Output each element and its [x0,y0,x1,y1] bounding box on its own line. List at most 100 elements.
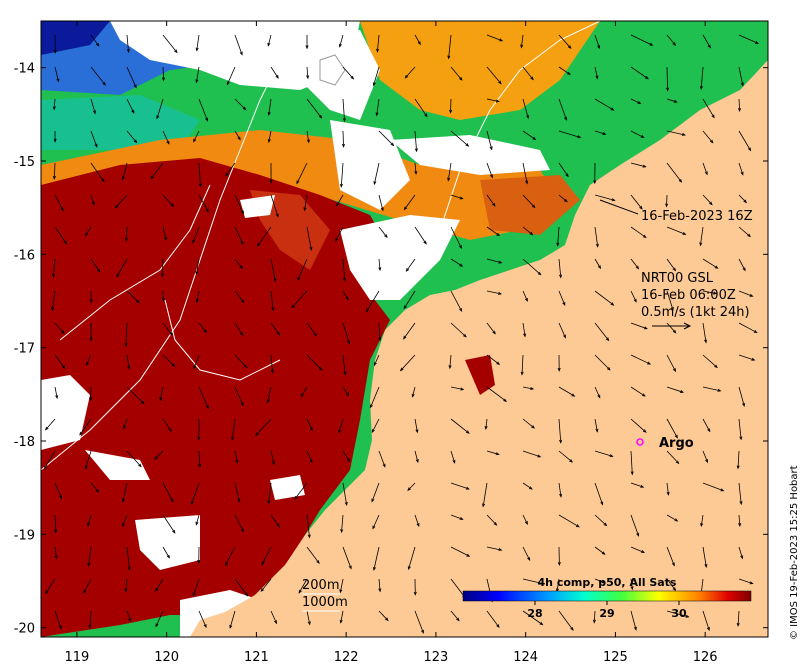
current-vector [736,450,740,470]
current-vector [195,34,200,52]
current-vector [44,418,56,431]
current-vector [486,98,500,103]
lat-tick-label: -19 [14,528,35,543]
current-vector [234,322,244,337]
current-vector [121,482,128,503]
current-vector [306,514,311,539]
current-vector [702,546,708,569]
current-vector [225,162,236,177]
current-vector [54,66,60,83]
current-vector [702,98,715,119]
credit-label: © IMOS 19-Feb-2023 15:25 Hobart [789,465,800,640]
lon-tick-label: 125 [603,650,628,665]
current-vector [558,514,580,528]
current-vector [482,482,488,508]
cloud-mask-southwest [85,450,150,480]
current-vector [558,34,572,49]
current-vector [378,322,382,342]
current-vector [414,226,427,245]
current-vectors [44,34,759,634]
current-vector [403,290,416,310]
current-vector [522,386,535,390]
current-vector [116,258,128,278]
current-vector [558,66,571,76]
current-vector [702,194,713,206]
current-vector [486,130,493,151]
current-vector [666,354,676,373]
current-vector [270,450,275,466]
current-vector [90,34,100,47]
current-vector [450,546,471,557]
current-vector [198,322,208,334]
current-vector [403,194,416,211]
current-vector [666,290,674,311]
current-vector [522,482,533,490]
current-vector [89,322,93,342]
current-vector [306,130,310,144]
current-vector [122,514,128,528]
current-vector [342,546,352,570]
colorbar [462,590,752,602]
contour-200m-loop [164,299,281,381]
current-vector [736,610,740,627]
current-vector [342,258,347,283]
current-vector [234,34,243,56]
current-vector [594,418,599,433]
current-vector [594,258,602,270]
current-vector [594,354,611,371]
contour-200m-legend: 200m [302,578,339,593]
current-vector [450,194,464,200]
current-vector [121,162,128,181]
current-vector [79,418,92,436]
current-vector [558,418,563,444]
current-vector [195,66,200,84]
current-vector [486,354,501,365]
current-vector [234,130,241,141]
current-vector [486,226,501,237]
current-vector [234,386,244,407]
current-vector [414,418,419,434]
current-vector [522,258,542,276]
current-vector [630,450,634,476]
current-vector [267,482,272,505]
current-vector [738,418,743,441]
current-vector [339,162,344,188]
current-vector [407,482,416,491]
warm-water-band [41,130,560,240]
current-vector [738,290,754,297]
current-vector [594,322,610,342]
lat-tick-label: -18 [14,435,35,450]
current-vector [342,66,355,80]
current-vector [306,98,323,119]
colorbar-tick-label: 29 [599,607,614,620]
current-vector [450,482,470,490]
current-vector [306,418,313,432]
current-vector [630,514,640,537]
current-vector [154,450,164,460]
current-vector [88,610,92,629]
current-vector [666,386,685,393]
current-vector [297,258,308,282]
current-vector [306,226,313,251]
current-vector [126,290,140,304]
current-vector [234,514,244,533]
current-vector [198,450,202,469]
current-vector [522,226,534,236]
current-vector [294,482,308,500]
current-vector [666,610,690,618]
current-vector [90,482,100,493]
current-vector [338,34,344,48]
current-vector [270,610,277,625]
current-vector [702,130,714,144]
current-vector [54,194,64,212]
current-vector [54,354,66,369]
swath-time-pointer [599,199,639,215]
current-vector [90,162,105,183]
current-vector [666,258,677,272]
lat-tick-label: -15 [14,155,35,170]
current-vector [403,322,416,340]
current-scale-label: 0.5m/s (1kt 24h) [641,305,750,320]
current-vector [54,482,62,500]
current-vector [267,34,272,47]
lat-tick-label: -14 [14,62,35,77]
